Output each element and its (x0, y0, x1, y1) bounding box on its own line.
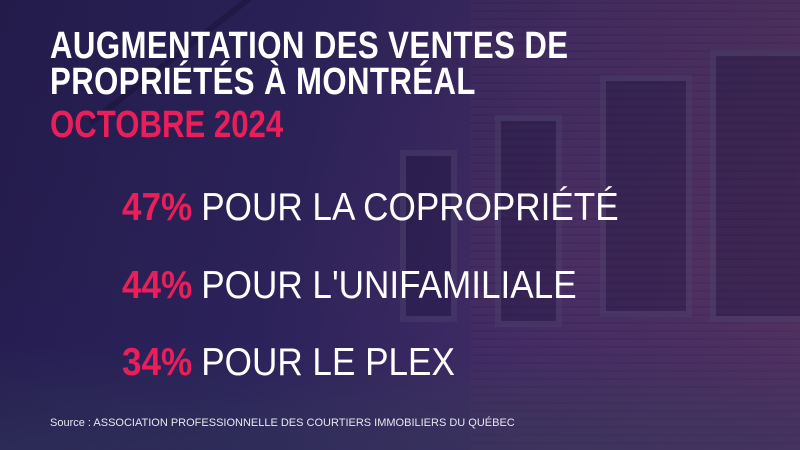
stat-label: POUR LE PLEX (201, 341, 455, 384)
window (710, 50, 800, 322)
stat-value: 34% (122, 341, 193, 384)
stat-plex: 34% POUR LE PLEX (122, 343, 455, 383)
stat-condo: 47% POUR LA COPROPRIÉTÉ (122, 188, 619, 228)
foliage (0, 320, 800, 450)
window (600, 75, 692, 317)
headline: AUGMENTATION DES VENTES DE PROPRIÉTÉS À … (50, 25, 569, 103)
headline-line-1: AUGMENTATION DES VENTES DE (50, 25, 569, 67)
stat-value: 44% (122, 264, 193, 307)
stat-single-family: 44% POUR L'UNIFAMILIALE (122, 266, 577, 306)
brick-wall (470, 0, 800, 450)
subtitle-date: OCTOBRE 2024 (50, 104, 284, 146)
window (400, 150, 457, 322)
source-note: Source : ASSOCIATION PROFESSIONNELLE DES… (50, 417, 515, 429)
window (495, 115, 562, 327)
stat-value: 47% (122, 186, 193, 229)
headline-line-2: PROPRIÉTÉS À MONTRÉAL (50, 61, 476, 103)
stat-label: POUR LA COPROPRIÉTÉ (201, 186, 619, 229)
stat-label: POUR L'UNIFAMILIALE (201, 264, 577, 307)
